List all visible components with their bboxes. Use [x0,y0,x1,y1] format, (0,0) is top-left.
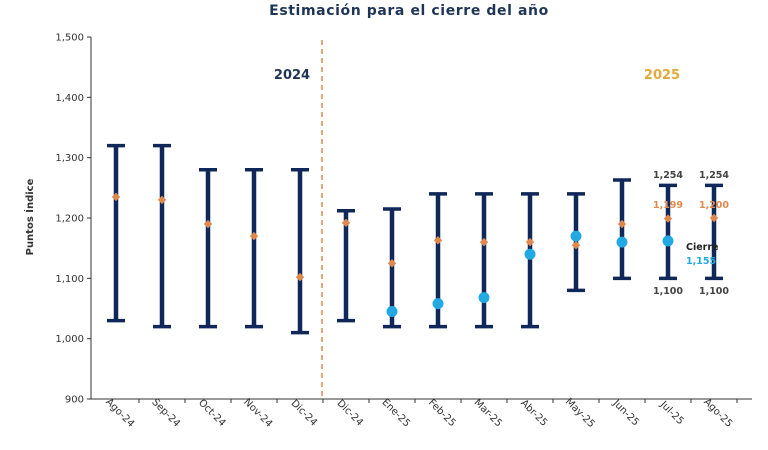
x-tick-label: Jun-25 [610,397,641,428]
x-tick-label: Oct-24 [196,397,228,429]
x-tick-label: Feb-25 [426,397,458,429]
annotation-jul-estimate: 1,199 [653,200,683,211]
estimate-marker [617,219,627,229]
x-tick-label: Abr-25 [518,398,549,429]
y-tick-label: 1,300 [55,153,84,164]
estimate-marker [433,236,443,245]
annotation-cierre-value: 1,155 [686,256,716,267]
estimate-marker [157,195,167,205]
actual-point [478,292,490,304]
estimate-marker [387,259,397,268]
chart-title: Estimación para el cierre del año [269,3,549,19]
y-tick-label: 1,400 [55,93,84,104]
estimate-marker [709,213,719,223]
x-tick-label: Dic-24 [288,398,319,429]
x-tick-label: Sep-24 [149,397,182,430]
annotation-ago-estimate: 1,200 [699,200,729,211]
estimate-marker [341,218,351,228]
x-tick-label: Dic-24 [334,398,365,429]
estimate-marker [571,240,581,250]
annotation-cierre-label: Cierre [686,242,719,253]
y-tick-label: 1,100 [55,274,84,285]
x-tick-label: Ene-25 [379,397,412,430]
estimate-marker [295,272,305,282]
estimate-marker [203,219,213,229]
chart-marks [107,143,723,335]
estimate-marker [479,237,489,247]
estimate-marker [111,192,121,202]
annotation-jul-high: 1,254 [653,170,683,181]
year-label-2024: 2024 [274,68,310,83]
estimate-marker [663,214,673,223]
y-axis-label: Puntos Índice [23,178,36,255]
actual-point [386,306,398,318]
estimate-marker [249,231,259,241]
y-tick-label: 1,500 [55,33,84,44]
x-tick-label: Jul-25 [657,399,686,428]
y-tick-label: 900 [65,395,84,406]
chart-labels: 900 1,000 1,100 1,200 1,300 1,400 1,500 Ago-24 S… [55,33,734,431]
annotation-jul-low: 1,100 [653,286,683,297]
x-tick-label: May-25 [563,396,597,430]
y-tick-label: 1,000 [55,334,84,345]
annotation-ago-high: 1,254 [699,170,729,181]
actual-point [616,236,628,248]
x-tick-label: Ago-24 [103,397,136,430]
actual-point [570,230,582,242]
x-tick-label: Nov-24 [241,397,274,430]
x-tick-label: Mar-25 [472,397,504,429]
x-tick-label: Ago-25 [701,397,734,430]
axes [87,36,752,403]
actual-point [662,235,674,247]
actual-point [524,248,536,260]
year-label-2025: 2025 [644,68,680,83]
actual-point [432,298,444,310]
annotation-ago-low: 1,100 [699,286,729,297]
estimate-marker [525,237,535,247]
y-tick-label: 1,200 [55,214,84,225]
